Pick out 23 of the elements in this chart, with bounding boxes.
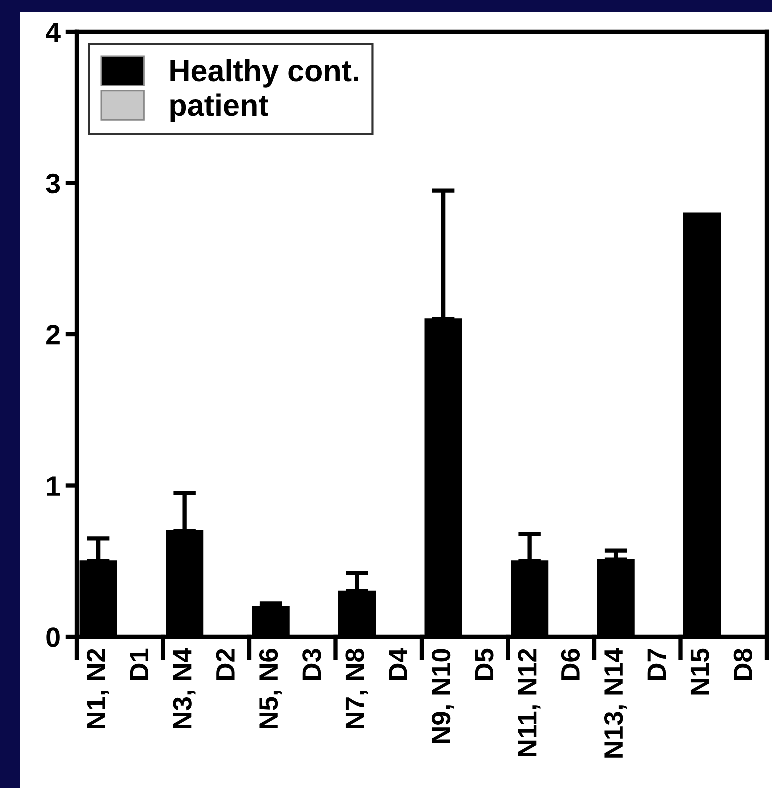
x-tick-label: D7 [648,649,666,680]
legend-label: patient [170,94,268,122]
x-tick-label: N15 [690,648,710,695]
x-tick-label: D4 [389,648,408,680]
x-tick-label: N13, N14 [604,648,627,758]
x-tick-label: D8 [734,648,753,680]
x-tick-label: D5 [475,648,494,680]
y-tick-label: 3 [46,174,60,194]
x-tick-label: N5, N6 [259,649,282,728]
y-tick-label: 2 [46,325,60,345]
y-tick-label: 4 [46,22,61,42]
x-tick-label: D3 [302,649,322,680]
y-tick-label: 1 [47,476,60,496]
x-tick-label: N1, N2 [86,649,110,728]
legend-label: Healthy cont. [170,59,358,88]
x-tick-label: N3, N4 [173,648,196,728]
x-tick-label: N11, N12 [518,649,541,756]
x-tick-label: D1 [130,648,149,680]
x-tick-label: N7, N8 [346,648,368,728]
x-tick-label: D2 [216,649,235,680]
y-tick-label: 0 [46,628,60,648]
x-tick-label: D6 [561,649,580,680]
x-tick-label: N9, N10 [432,649,454,744]
